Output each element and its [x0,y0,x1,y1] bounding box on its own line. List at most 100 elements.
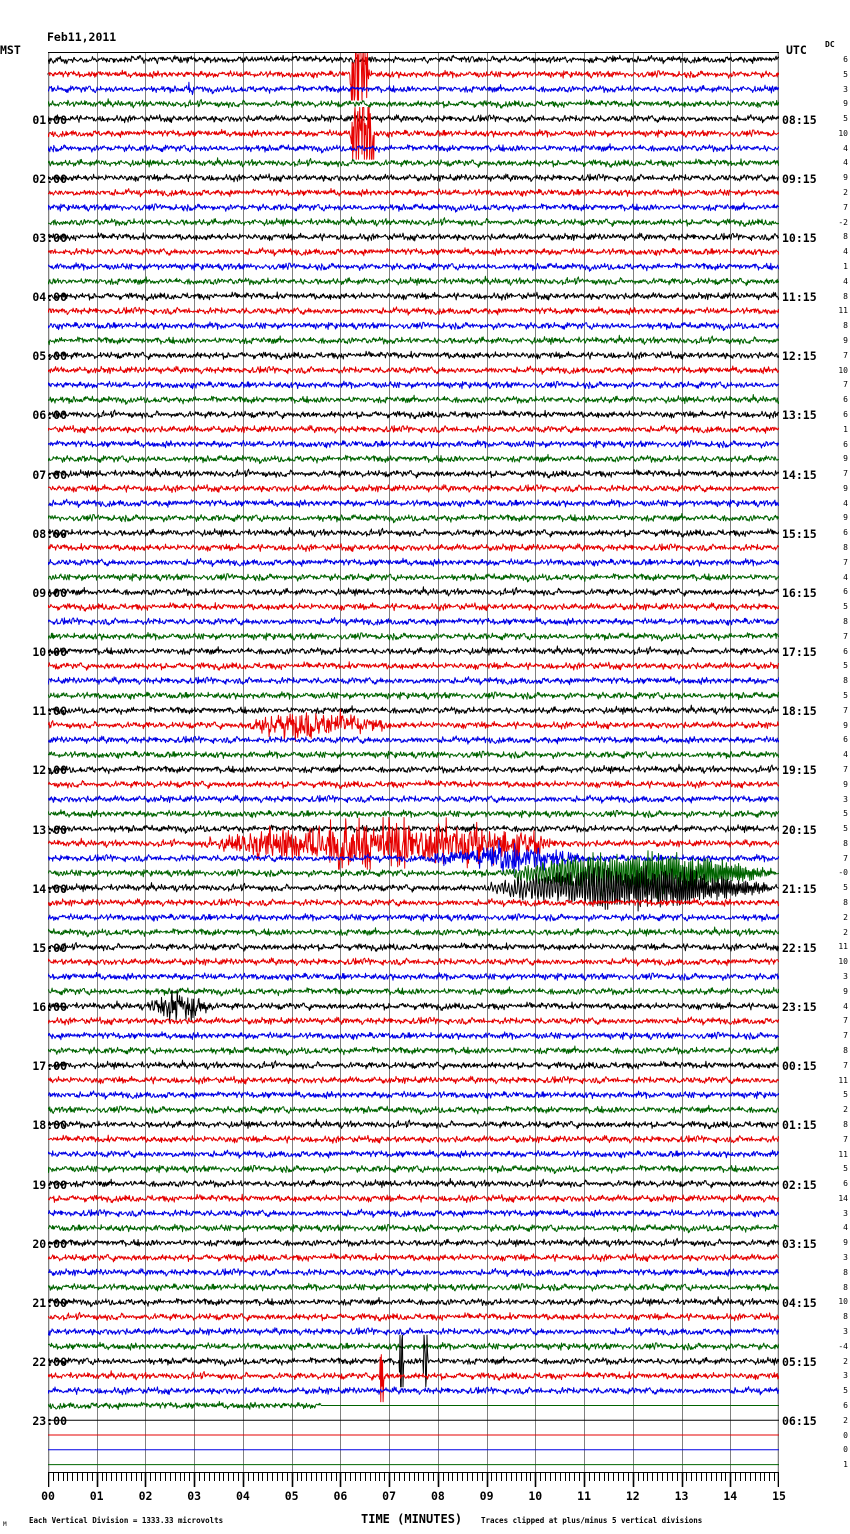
dc-value: 7 [843,350,848,360]
dc-value: 3 [843,1208,848,1218]
trace-black [48,114,779,124]
dc-value: 5 [843,809,848,819]
dc-value: 9 [843,483,848,493]
trace-red [48,107,779,160]
mst-hour-label: 03:00 [32,230,67,245]
dc-value: 6 [843,395,848,405]
dc-value: 6 [843,409,848,419]
dc-value: 5 [843,824,848,834]
dc-value: 9 [843,513,848,523]
trace-blue [48,81,779,96]
mst-hour-label: 08:00 [32,526,67,541]
dc-value: 8 [843,1312,848,1322]
dc-value: 5 [843,602,848,612]
trace-blue [48,1208,779,1218]
trace-black [48,763,779,775]
trace-green [48,216,779,227]
mst-hour-label: 09:00 [32,585,67,600]
trace-green [48,1341,779,1351]
dc-value: 6 [843,1400,848,1410]
trace-black [48,527,779,538]
dc-value: 8 [843,321,848,331]
dc-value: 8 [843,898,848,907]
utc-hour-label: 12:15 [782,349,817,364]
trace-red [48,898,779,908]
dc-value: 6 [843,528,848,538]
trace-black [48,823,779,834]
utc-hour-label: 10:15 [782,230,817,245]
trace-green [48,926,779,938]
trace-red [48,424,779,434]
trace-black [48,645,779,656]
trace-red [48,1253,779,1263]
trace-black [48,350,779,361]
utc-hour-label: 16:15 [782,585,817,600]
trace-black [48,704,779,716]
dc-value: 7 [843,557,848,567]
utc-hour-label: 03:15 [782,1236,817,1251]
utc-hour-label: 15:15 [782,526,817,541]
utc-hour-label: 13:15 [782,408,817,423]
minute-tick-label: 09 [479,1489,494,1503]
dc-value: 0 [843,1445,848,1455]
dc-value: 7 [843,631,848,641]
trace-green [48,275,779,287]
mst-hour-label: 06:00 [32,408,67,423]
trace-green [48,750,779,760]
trace-red [48,1354,779,1403]
dc-value: 10 [838,1297,848,1307]
dc-value: 7 [843,202,848,212]
dc-value: 7 [843,1031,848,1041]
minute-tick-label: 15 [772,1489,786,1503]
trace-black [48,54,779,65]
utc-hour-label: 18:15 [782,704,817,719]
dc-value: 10 [838,128,848,138]
trace-green [48,1223,779,1234]
trace-black [48,291,779,301]
mst-hour-label: 20:00 [32,1236,67,1251]
dc-value: 2 [843,188,848,197]
utc-hour-label: 02:15 [782,1177,817,1192]
trace-blue [48,794,779,804]
trace-green [48,98,779,109]
dc-value: 7 [843,853,848,863]
dc-value: 9 [843,986,848,996]
mst-hour-label: 18:00 [32,1118,67,1133]
dc-value: 3 [843,794,848,804]
dc-value: 3 [843,1253,848,1262]
minute-tick-label: 04 [235,1489,250,1503]
mst-hour-label: 01:00 [32,112,67,127]
trace-red [48,52,779,101]
minute-tick-label: 10 [528,1489,543,1503]
utc-hour-label: 01:15 [782,1118,817,1133]
mst-hour-label: 16:00 [32,1000,67,1015]
trace-blue [48,735,779,745]
utc-hour-label: 00:15 [782,1059,817,1074]
dc-value: 10 [838,957,848,967]
mst-hour-label: 10:00 [32,645,67,660]
mst-hour-label: 11:00 [32,704,67,719]
dc-value: 4 [843,247,848,257]
dc-value: 8 [843,1267,848,1277]
trace-blue [48,1327,779,1337]
utc-hour-label: 22:15 [782,940,817,955]
trace-green [48,394,779,405]
mst-hour-label: 19:00 [32,1177,67,1192]
dc-value: 5 [843,661,848,671]
dc-value: 3 [843,1371,848,1381]
trace-black [48,173,779,183]
trace-red [48,1016,779,1026]
trace-black [48,468,779,479]
utc-hour-label: 04:15 [782,1295,817,1310]
dc-value: 11 [838,1075,848,1085]
trace-blue [48,143,779,154]
trace-red [48,247,779,257]
trace-red [48,817,779,870]
mst-hour-label: 12:00 [32,763,67,778]
dc-value: 8 [843,838,848,848]
mst-hour-label: 13:00 [32,822,67,837]
dc-value: 8 [843,291,848,301]
trace-red [48,957,779,967]
header-date: Feb11,2011 [47,30,117,44]
mst-axis-caption: MST [0,43,21,57]
